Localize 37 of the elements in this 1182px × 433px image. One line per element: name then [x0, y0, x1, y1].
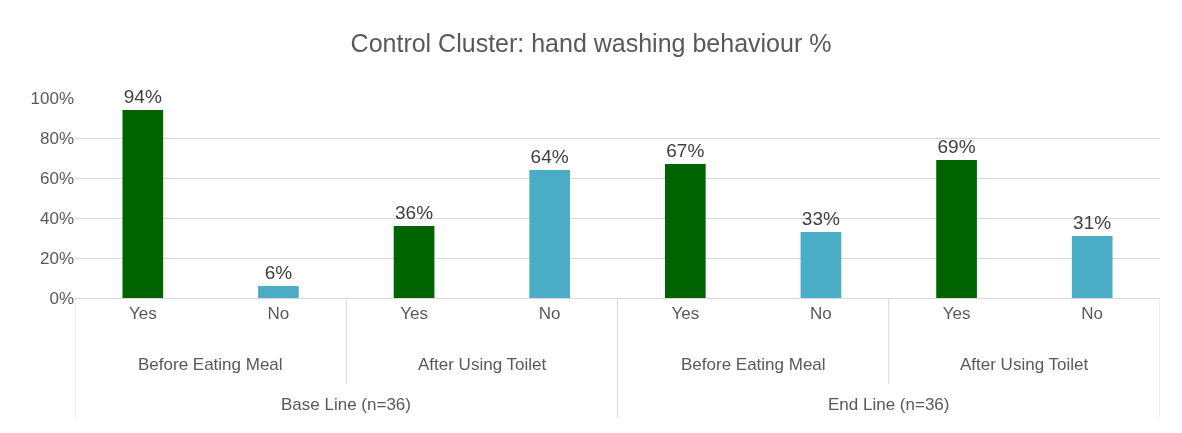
data-label: 69% [937, 136, 976, 157]
data-label: 67% [666, 140, 705, 161]
bar [664, 164, 706, 298]
text: Before Eating Meal [138, 355, 283, 374]
y-tick-label: 80% [39, 128, 74, 148]
x-tick-label: No [538, 304, 561, 324]
y-tick-label: 0% [49, 288, 74, 308]
text: Base Line (n=36) [281, 395, 411, 414]
x-tick-label: No [810, 304, 832, 324]
x-tick-label: Yes [400, 304, 428, 324]
bar [122, 110, 164, 298]
bar [258, 286, 299, 298]
text: After Using Toilet [960, 355, 1089, 374]
bar [393, 226, 435, 298]
y-tick-label: 60% [39, 168, 74, 188]
data-label: 6% [264, 262, 293, 283]
text: Before Eating Meal [681, 355, 826, 374]
data-label: 31% [1073, 212, 1112, 233]
data-label: 94% [123, 86, 162, 107]
bar [800, 232, 842, 298]
chart-title: Control Cluster: hand washing behaviour % [350, 29, 832, 58]
y-tick-label: 40% [39, 208, 74, 228]
bar [529, 170, 571, 298]
x-tick-label: No [267, 304, 290, 324]
text: End Line (n=36) [828, 395, 950, 414]
x-tick-label: No [1081, 304, 1104, 324]
x-tick-label: Yes [942, 304, 971, 324]
x-tick-label: Yes [671, 304, 700, 324]
bar [936, 160, 977, 298]
data-label: 33% [801, 208, 840, 229]
bar [1071, 236, 1113, 298]
data-label: 36% [395, 202, 434, 223]
y-tick-label: 20% [39, 248, 74, 268]
text: After Using Toilet [418, 355, 547, 374]
x-tick-label: Yes [128, 304, 157, 324]
data-label: 64% [530, 146, 569, 167]
y-tick-label: 100% [30, 88, 74, 108]
